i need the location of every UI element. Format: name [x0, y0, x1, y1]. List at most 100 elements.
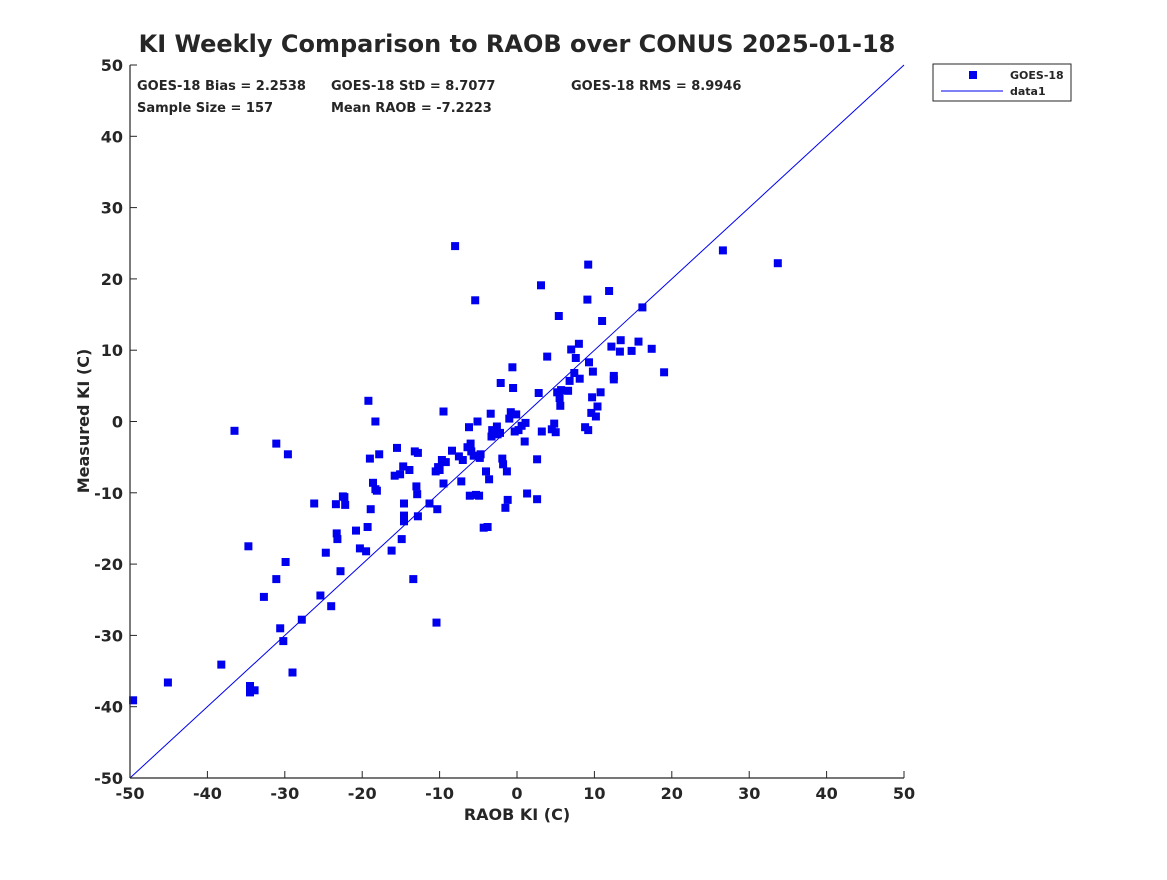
data-point-2 [217, 660, 226, 669]
data-point-83 [482, 467, 490, 476]
data-point-21 [331, 500, 340, 509]
data-point-87 [487, 432, 496, 441]
stats-annotations: GOES-18 Bias = 2.2538 GOES-18 StD = 8.70… [137, 79, 741, 116]
data-point-114 [537, 427, 546, 436]
data-point-153 [660, 368, 669, 377]
x-tick-label-7: 20 [661, 784, 683, 803]
data-point-71 [465, 423, 473, 432]
data-point-125 [565, 376, 574, 385]
data-point-35 [371, 417, 380, 426]
data-point-104 [512, 410, 521, 419]
y-tick-label-0: -50 [94, 769, 123, 788]
data-point-40 [390, 471, 399, 480]
data-point-129 [574, 339, 583, 348]
legend-marker-goes18 [969, 71, 977, 79]
data-point-143 [605, 287, 614, 295]
data-point-63 [439, 479, 448, 488]
stat-sample-size: Sample Size = 157 [137, 101, 273, 116]
data-point-90 [492, 422, 501, 431]
data-point-136 [587, 408, 596, 417]
data-point-150 [634, 337, 643, 346]
data-point-126 [567, 345, 576, 354]
data-point-139 [591, 412, 600, 421]
chart-title: KI Weekly Comparison to RAOB over CONUS … [139, 30, 896, 58]
data-point-1 [163, 678, 172, 687]
data-point-46 [400, 511, 408, 520]
data-point-19 [321, 548, 330, 557]
data-point-86 [486, 409, 495, 418]
data-point-0 [129, 696, 138, 705]
data-point-134 [584, 260, 593, 269]
data-point-57 [432, 618, 441, 627]
x-tick-label-3: -20 [348, 784, 377, 803]
data-point-65 [448, 446, 456, 455]
data-point-42 [396, 470, 405, 479]
data-point-44 [399, 462, 408, 471]
data-point-124 [564, 386, 573, 395]
data-point-151 [638, 303, 647, 312]
data-point-58 [433, 505, 442, 514]
data-point-39 [387, 546, 396, 555]
y-tick-label-4: -10 [94, 484, 123, 503]
y-tick-label-8: 30 [101, 199, 123, 218]
data-point-28 [355, 544, 364, 553]
data-point-81 [476, 450, 485, 459]
y-tick-label-6: 10 [101, 341, 123, 360]
data-point-11 [276, 624, 285, 633]
data-point-113 [537, 281, 545, 290]
data-point-60 [435, 466, 444, 474]
data-point-24 [336, 567, 345, 576]
legend-label-data1: data1 [1010, 85, 1046, 98]
data-point-53 [413, 512, 422, 521]
data-point-122 [556, 401, 565, 410]
data-point-5 [246, 682, 254, 690]
data-point-117 [550, 419, 559, 428]
data-point-41 [393, 443, 401, 452]
data-point-73 [466, 439, 475, 448]
x-tick-label-1: -40 [193, 784, 222, 803]
data-point-140 [593, 402, 602, 411]
y-tick-label-7: 20 [101, 270, 123, 289]
stat-std: GOES-18 StD = 8.7077 [331, 79, 495, 94]
data-point-31 [364, 396, 373, 405]
data-point-152 [647, 344, 656, 353]
y-tick-label-5: 0 [112, 413, 123, 432]
data-point-13 [281, 558, 290, 566]
data-point-138 [588, 367, 597, 376]
data-point-105 [514, 426, 523, 435]
y-tick-label-3: -20 [94, 555, 123, 574]
data-point-48 [405, 466, 414, 474]
data-point-64 [441, 458, 450, 467]
data-point-7 [250, 686, 259, 695]
data-point-111 [533, 495, 542, 504]
data-point-94 [498, 454, 507, 463]
data-point-14 [283, 450, 292, 459]
data-point-78 [473, 417, 482, 426]
data-point-101 [508, 363, 517, 372]
data-point-127 [570, 369, 579, 377]
data-point-102 [509, 384, 518, 392]
data-point-18 [316, 591, 325, 600]
data-point-69 [458, 456, 467, 464]
data-point-38 [375, 450, 384, 459]
data-point-154 [718, 246, 727, 255]
x-tick-label-5: 0 [511, 784, 522, 803]
x-tick-label-0: -50 [116, 784, 145, 803]
data-point-146 [609, 371, 618, 380]
data-point-155 [773, 259, 782, 268]
data-point-26 [341, 500, 350, 509]
data-point-6 [246, 688, 254, 697]
data-point-72 [465, 491, 474, 500]
data-point-17 [310, 499, 319, 508]
data-point-30 [363, 523, 372, 531]
x-tick-label-10: 50 [893, 784, 915, 803]
data-point-92 [496, 428, 504, 437]
y-axis-ticks: -50 -40 -30 -20 -10 0 10 20 30 40 50 [94, 56, 137, 788]
data-point-130 [575, 374, 584, 383]
data-point-110 [533, 455, 542, 464]
data-point-8 [259, 592, 268, 601]
data-point-52 [413, 490, 422, 499]
data-point-10 [272, 439, 281, 448]
y-tick-label-2: -30 [94, 626, 123, 645]
